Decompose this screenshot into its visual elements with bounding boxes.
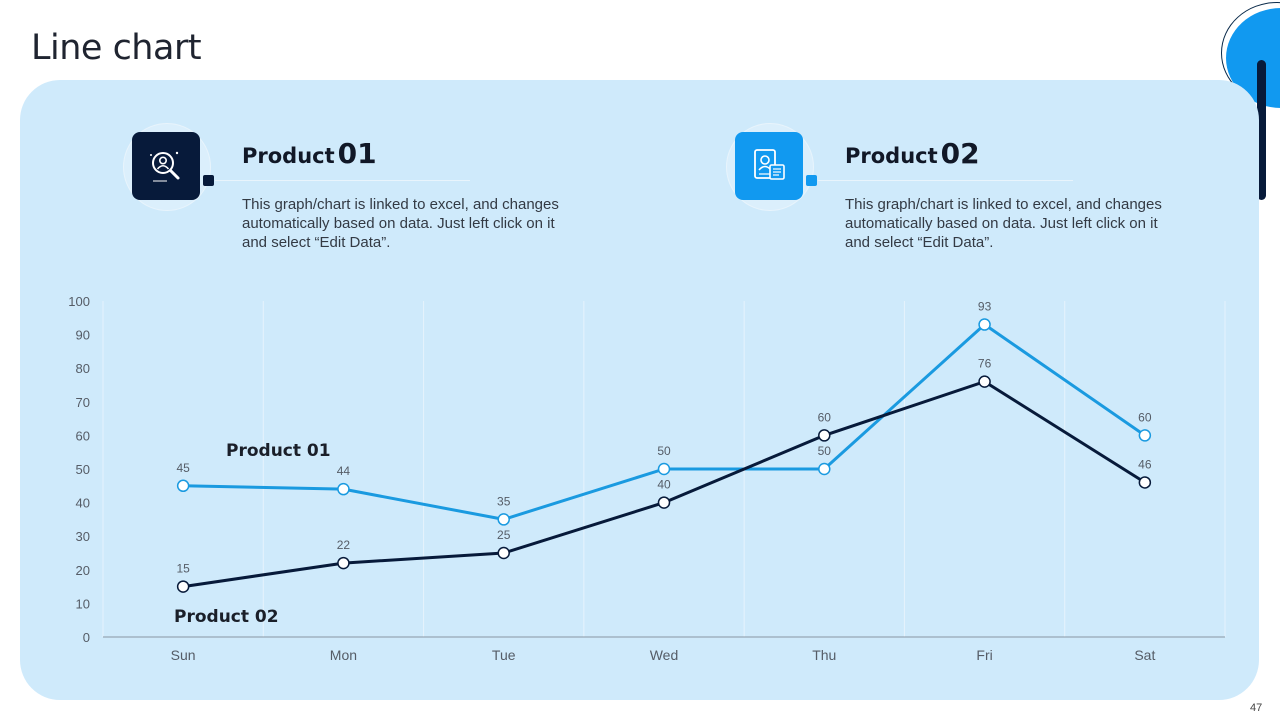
data-label: 93: [978, 300, 992, 314]
data-label: 22: [337, 538, 351, 552]
product-01-accent-dot: [203, 175, 214, 186]
x-tick-label: Sat: [1134, 647, 1155, 663]
data-label: 60: [818, 410, 832, 424]
product-01-description: This graph/chart is linked to excel, and…: [242, 196, 559, 251]
data-point: [657, 462, 671, 476]
y-tick-label: 90: [76, 328, 90, 343]
data-point: [1138, 476, 1152, 489]
chart-axes: 0 10 20 30 40 50 60 70 80 90 100 Sun Mon Tue Wed Thu Fri…: [68, 294, 1225, 663]
product-01-number: 01: [337, 137, 377, 170]
data-point: [176, 580, 190, 593]
decorative-bar: [1257, 60, 1266, 200]
data-label: 50: [818, 444, 832, 458]
data-label: 25: [497, 528, 511, 542]
product-02-icon-box: [735, 132, 803, 200]
product-01-title: Product 01: [242, 137, 377, 170]
y-tick-label: 100: [68, 294, 90, 309]
chart-series: [176, 318, 1152, 593]
content-panel: [20, 80, 1259, 700]
data-point: [337, 556, 350, 570]
data-label: 45: [176, 461, 190, 475]
data-point: [497, 513, 510, 526]
data-label: 60: [1138, 410, 1152, 424]
x-tick-label: Wed: [650, 647, 679, 663]
product-02-number: 02: [940, 137, 980, 170]
series-name-label: Product 02: [174, 607, 279, 627]
x-tick-label: Tue: [492, 647, 516, 663]
y-tick-label: 80: [76, 361, 90, 376]
y-tick-label: 40: [76, 496, 90, 511]
person-search-icon: [150, 151, 180, 182]
page-number: 47: [1250, 702, 1263, 714]
product-01-icon-box: [132, 132, 200, 200]
y-tick-label: 20: [76, 563, 90, 578]
y-tick-label: 30: [76, 529, 90, 544]
data-label: 15: [176, 562, 190, 576]
data-label: 46: [1138, 457, 1152, 471]
y-tick-label: 50: [76, 462, 90, 477]
data-point: [818, 429, 831, 442]
data-label: 40: [657, 478, 671, 492]
product-02-description: This graph/chart is linked to excel, and…: [845, 196, 1162, 251]
data-point: [337, 482, 350, 496]
data-point: [818, 462, 831, 476]
chart-labels: 45 44 35 50 50 93 60 15 22 25 40 60 76 46 Product 01 Pr…: [174, 300, 1152, 627]
y-tick-label: 60: [76, 428, 90, 443]
y-tick-label: 10: [76, 596, 90, 611]
data-point: [657, 496, 671, 509]
data-label: 35: [497, 494, 511, 508]
data-label: 44: [337, 464, 351, 478]
x-tick-label: Thu: [812, 647, 836, 663]
x-tick-label: Fri: [976, 647, 992, 663]
data-point: [497, 546, 510, 560]
data-point: [978, 375, 991, 388]
product-02-title: Product 02: [845, 137, 980, 170]
data-point: [978, 318, 991, 331]
series-name-label: Product 01: [226, 441, 331, 461]
slide-title: Line chart: [31, 28, 202, 68]
product-02-accent-dot: [806, 175, 817, 186]
product-01-divider: [215, 180, 470, 181]
data-point: [176, 479, 190, 493]
product-02-label: Product: [845, 144, 938, 168]
data-point: [1138, 429, 1152, 442]
product-01-label: Product: [242, 144, 335, 168]
product-02-divider: [818, 180, 1073, 181]
profile-document-icon: [754, 149, 785, 180]
x-tick-label: Mon: [330, 647, 357, 663]
y-tick-label: 70: [76, 395, 90, 410]
y-tick-label: 0: [83, 630, 90, 645]
data-label: 76: [978, 357, 992, 371]
data-label: 50: [657, 444, 671, 458]
x-tick-label: Sun: [171, 647, 196, 663]
